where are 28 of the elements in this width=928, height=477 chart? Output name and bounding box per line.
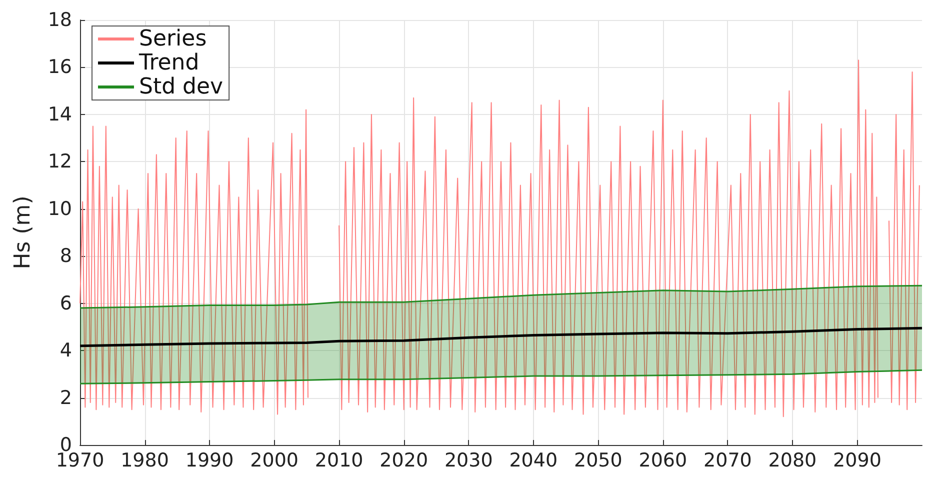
x-tick-label: 2060 bbox=[638, 450, 688, 472]
y-tick-label: 10 bbox=[48, 198, 72, 220]
x-tick-label: 2020 bbox=[380, 450, 428, 472]
x-tick-label: 1980 bbox=[120, 450, 169, 472]
x-tick-label: 2000 bbox=[250, 450, 298, 472]
x-tick-label: 2040 bbox=[509, 450, 558, 472]
legend-label: Trend bbox=[138, 50, 200, 76]
x-tick-label: 2010 bbox=[314, 450, 364, 472]
legend-label: Series bbox=[139, 26, 207, 52]
y-tick-label: 2 bbox=[60, 386, 72, 409]
y-tick-label: 4 bbox=[60, 340, 72, 362]
y-tick-label: 6 bbox=[60, 292, 72, 314]
x-tick-label: 2080 bbox=[768, 450, 817, 472]
y-tick-label: 16 bbox=[48, 56, 72, 78]
line-series bbox=[78, 326, 924, 348]
y-tick-label: 12 bbox=[48, 150, 72, 173]
x-tick-label: 2050 bbox=[574, 450, 622, 472]
y-tick-label: 18 bbox=[48, 9, 72, 31]
x-tick-label: 2090 bbox=[833, 450, 882, 472]
x-tick-label: 1990 bbox=[185, 450, 234, 472]
line-series bbox=[79, 284, 923, 309]
y-axis-title: Hs (m) bbox=[10, 196, 36, 270]
y-tick-label: 14 bbox=[48, 103, 72, 126]
line-series bbox=[79, 369, 923, 384]
y-tick-label: 8 bbox=[60, 245, 72, 268]
x-tick-label: 2030 bbox=[444, 450, 493, 472]
legend-label: Std dev bbox=[139, 74, 224, 100]
x-tick-label: 2070 bbox=[704, 450, 752, 472]
